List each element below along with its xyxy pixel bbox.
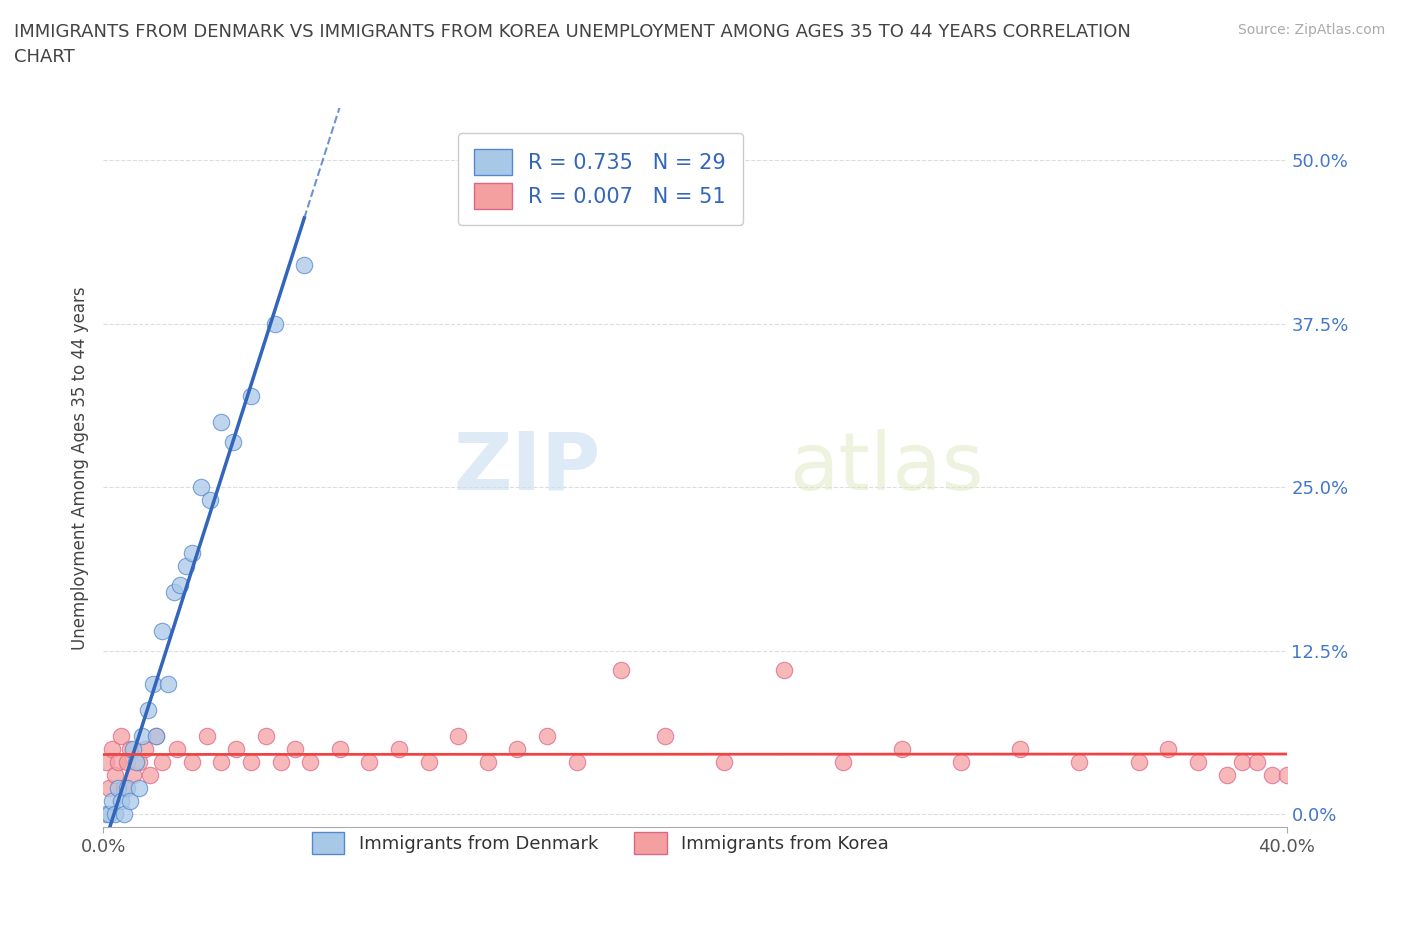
Point [169,578,191,592]
Point [222,434,245,449]
Point [1232,754,1254,769]
Point [134,741,156,756]
Point [447,728,470,743]
Point [101,794,124,809]
Point [240,754,263,769]
Legend: Immigrants from Denmark, Immigrants from Korea: Immigrants from Denmark, Immigrants from… [297,817,903,869]
Point [107,754,129,769]
Point [190,480,212,495]
Point [198,493,221,508]
Point [292,258,315,272]
Point [107,780,129,795]
Point [142,676,165,691]
Point [950,754,973,769]
Point [418,754,440,769]
Point [121,741,143,756]
Point [1157,741,1180,756]
Point [118,741,141,756]
Point [163,585,186,600]
Point [477,754,499,769]
Point [1010,741,1032,756]
Point [536,728,558,743]
Point [124,754,146,769]
Point [104,767,127,782]
Point [139,767,162,782]
Point [195,728,218,743]
Point [565,754,588,769]
Point [1275,767,1298,782]
Point [1246,754,1268,769]
Point [110,728,132,743]
Text: ZIP: ZIP [453,429,600,507]
Point [506,741,529,756]
Point [118,794,141,809]
Point [254,728,277,743]
Point [240,389,263,404]
Point [157,676,180,691]
Text: IMMIGRANTS FROM DENMARK VS IMMIGRANTS FROM KOREA UNEMPLOYMENT AMONG AGES 35 TO 4: IMMIGRANTS FROM DENMARK VS IMMIGRANTS FR… [14,23,1130,66]
Point [359,754,381,769]
Point [112,780,135,795]
Point [174,558,197,573]
Point [211,415,233,430]
Point [388,741,411,756]
Point [115,780,138,795]
Y-axis label: Unemployment Among Ages 35 to 44 years: Unemployment Among Ages 35 to 44 years [72,286,89,649]
Point [299,754,322,769]
Point [150,624,173,639]
Point [166,741,188,756]
Point [831,754,853,769]
Point [1216,767,1239,782]
Point [270,754,292,769]
Point [1128,754,1150,769]
Point [329,741,352,756]
Point [94,807,117,822]
Point [145,728,167,743]
Point [128,780,150,795]
Point [150,754,173,769]
Point [1261,767,1284,782]
Point [136,702,159,717]
Point [610,663,633,678]
Point [101,741,124,756]
Text: atlas: atlas [790,429,984,507]
Point [772,663,794,678]
Point [94,754,117,769]
Point [131,728,153,743]
Point [211,754,233,769]
Point [110,794,132,809]
Point [180,754,202,769]
Point [98,780,121,795]
Point [891,741,914,756]
Point [713,754,735,769]
Point [115,754,138,769]
Point [121,767,143,782]
Point [1187,754,1209,769]
Point [654,728,676,743]
Point [284,741,307,756]
Point [104,807,127,822]
Point [112,807,135,822]
Point [128,754,150,769]
Point [263,316,285,331]
Point [180,545,202,560]
Point [1069,754,1091,769]
Point [225,741,247,756]
Point [145,728,167,743]
Text: Source: ZipAtlas.com: Source: ZipAtlas.com [1237,23,1385,37]
Point [98,807,121,822]
